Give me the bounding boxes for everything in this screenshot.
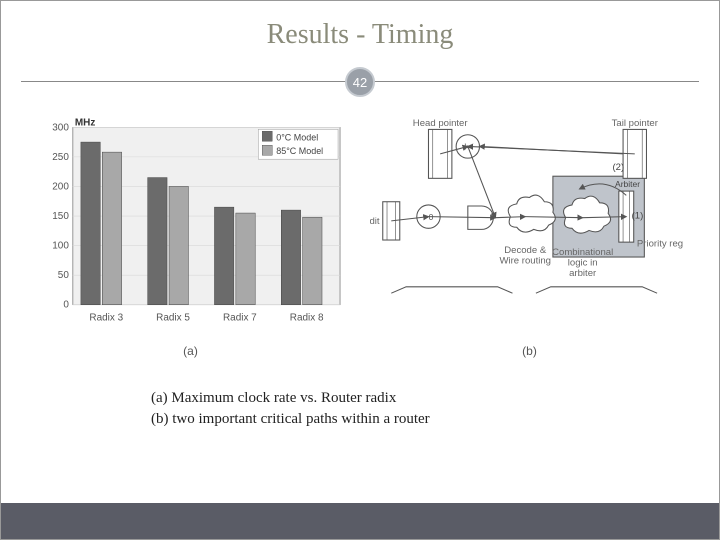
svg-text:Arbiter: Arbiter — [615, 179, 640, 189]
svg-text:Head pointer: Head pointer — [413, 118, 469, 129]
svg-text:Radix 3: Radix 3 — [89, 313, 123, 324]
critical-path-diagram: Arbiter!=>0Head pointerTail pointercredi… — [370, 113, 689, 333]
svg-text:Radix 7: Radix 7 — [223, 313, 257, 324]
svg-text:arbiter: arbiter — [569, 268, 597, 279]
bar-chart: 0 50 100 150 200 250 300 MHz Radix 3 Radix 5 Radix… — [31, 113, 350, 333]
slide-number-badge: 42 — [345, 67, 375, 97]
svg-text:Wire routing: Wire routing — [499, 255, 551, 266]
svg-text:0: 0 — [63, 300, 69, 311]
svg-text:(1): (1) — [632, 211, 644, 222]
caption-b: (b) two important critical paths within … — [151, 409, 719, 430]
svg-text:MHz: MHz — [75, 117, 95, 128]
svg-text:50: 50 — [58, 270, 70, 281]
svg-text:250: 250 — [52, 152, 69, 163]
svg-text:(2): (2) — [612, 162, 624, 173]
svg-text:Tail pointer: Tail pointer — [612, 118, 659, 129]
caption-block: (a) Maximum clock rate vs. Router radix … — [151, 388, 719, 430]
svg-text:0°C Model: 0°C Model — [276, 132, 318, 142]
svg-text:Radix 5: Radix 5 — [156, 313, 190, 324]
diagram-subcaption: (b) — [370, 344, 689, 358]
slide-title: Results - Timing — [1, 1, 719, 51]
svg-text:300: 300 — [52, 122, 69, 133]
svg-text:Combinational: Combinational — [552, 247, 613, 258]
svg-text:150: 150 — [52, 211, 69, 222]
svg-text:Decode &: Decode & — [504, 245, 547, 256]
caption-a: (a) Maximum clock rate vs. Router radix — [151, 388, 719, 409]
footer-bar — [1, 503, 719, 539]
svg-text:100: 100 — [52, 241, 69, 252]
svg-text:Radix 8: Radix 8 — [290, 313, 324, 324]
content-row: 0 50 100 150 200 250 300 MHz Radix 3 Radix 5 Radix… — [1, 101, 719, 358]
svg-text:Priority reg: Priority reg — [637, 238, 683, 249]
diagram-panel: Arbiter!=>0Head pointerTail pointercredi… — [370, 113, 689, 358]
chart-panel: 0 50 100 150 200 250 300 MHz Radix 3 Radix 5 Radix… — [31, 113, 350, 358]
slide: Results - Timing 42 0 50 100 150 200 250 300 MH… — [0, 0, 720, 540]
chart-subcaption: (a) — [31, 344, 350, 358]
title-divider: 42 — [1, 61, 719, 101]
svg-text:85°C Model: 85°C Model — [276, 146, 323, 156]
svg-text:logic in: logic in — [568, 258, 598, 269]
svg-text:200: 200 — [52, 181, 69, 192]
svg-text:credit: credit — [370, 216, 380, 227]
